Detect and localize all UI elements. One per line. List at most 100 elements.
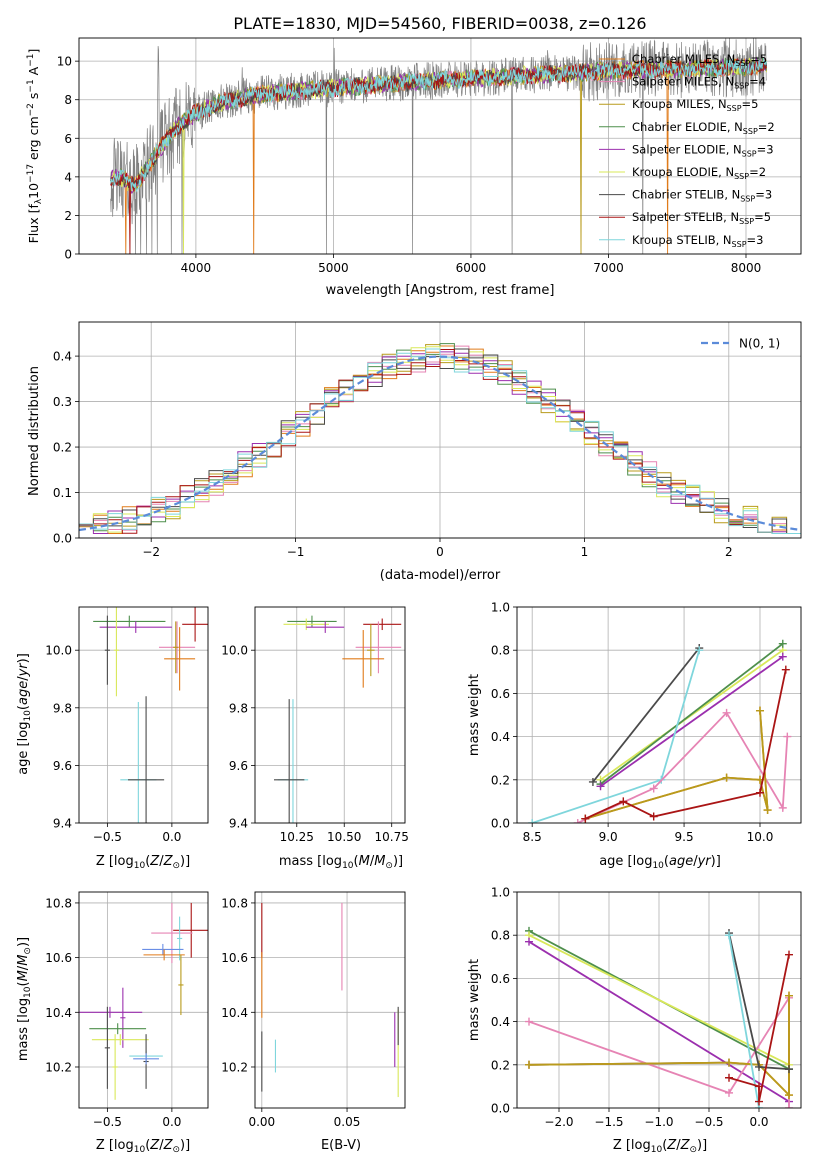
y-tick-label: 1.0	[491, 601, 510, 615]
spectrum-panel: wavelength [Angstrom, rest frame] Flux […	[26, 37, 802, 298]
x-tick-label: 7000	[593, 261, 624, 275]
mass-weight-marker	[588, 777, 597, 786]
y-tick-label: 0	[64, 248, 72, 262]
legend-entry: Salpeter ELODIE, NSSP=3	[632, 142, 774, 158]
x-tick-label: 0.0	[162, 830, 181, 844]
weight-vs-z-plot: −2.0 −1.5 −1.0 −0.5 0.0 0.0 0.2 0.4 0.6 0.8 1.0	[491, 886, 802, 1129]
axes-frame	[516, 606, 802, 824]
axes-frame	[516, 891, 802, 1109]
mass-weight-line	[599, 642, 784, 785]
legend-entry: Kroupa STELIB, NSSP=3	[632, 233, 763, 249]
x-tick-label: 6000	[456, 261, 487, 275]
residual-histogram	[79, 349, 801, 534]
mass-vs-ebv-plot: 0.00 0.05 10.2 10.4 10.6 10.8	[221, 891, 406, 1129]
y-tick-label: 0.6	[491, 972, 510, 986]
x-tick-label: 0.0	[162, 1115, 181, 1129]
mass-weight-marker	[525, 1017, 533, 1026]
plot-area	[273, 615, 402, 823]
y-tick-label: 9.6	[53, 759, 72, 773]
y-tick-label: 10	[57, 55, 72, 69]
legend-entry: Chabrier STELIB, NSSP=3	[632, 188, 772, 204]
error-bar-point	[89, 1023, 147, 1035]
x-tick-label: 10.75	[375, 830, 409, 844]
model-spectrum-line	[110, 58, 768, 190]
mass-weight-marker	[785, 950, 793, 959]
y-tick-label: 0.4	[491, 730, 510, 744]
weight-vs-age-x-label: age [log10(age/yr)]	[599, 854, 721, 871]
y-tick-label: 10.2	[221, 1060, 248, 1074]
weight-vs-z-x-label: Z [log10(Z/Z⊙)]	[613, 1138, 707, 1155]
y-tick-label: 8	[64, 93, 72, 107]
error-bar-point	[143, 949, 185, 961]
plot-area	[528, 639, 792, 823]
age-vs-mass-x-label: mass [log10(M/M⊙)]	[279, 854, 403, 871]
axes-frame	[78, 321, 802, 539]
y-tick-label: 0.2	[491, 1058, 510, 1072]
mass-weight-marker	[725, 931, 733, 940]
y-tick-label: 9.8	[229, 701, 248, 715]
y-tick-label: 9.4	[229, 817, 248, 831]
age-vs-z-plot: −0.5 0.0 9.4 9.6 9.8 10.0	[45, 606, 209, 844]
age-vs-z-panel: Z [log10(Z/Z⊙)] age [log10(age/yr)] −0.5…	[16, 606, 209, 871]
x-tick-label: 8.5	[523, 830, 542, 844]
x-tick-label: 9.5	[675, 830, 694, 844]
residual-plot: −2 −1 0 1 2 0.0 0.1 0.2 0.3 0.4 N(0, 1)	[53, 321, 802, 559]
model-spectrum-line	[110, 58, 768, 193]
mass-weight-marker	[763, 806, 772, 815]
error-bar-point	[128, 696, 165, 823]
error-bar-point	[182, 607, 208, 642]
mass-weight-line	[577, 711, 789, 823]
x-tick-label: 2	[725, 545, 733, 559]
y-tick-label: 0.0	[53, 532, 72, 546]
y-tick-label: 0.0	[491, 817, 510, 831]
mass-weight-marker	[755, 1062, 763, 1071]
plot-area	[261, 902, 399, 1098]
mass-weight-marker	[722, 773, 731, 782]
mass-weight-marker	[785, 1065, 793, 1074]
mass-weight-marker	[785, 1091, 793, 1100]
mass-weight-line	[728, 935, 760, 1108]
error-bar-point	[142, 943, 184, 955]
mass-weight-line	[592, 647, 700, 783]
axes-frame	[78, 606, 209, 824]
error-bar-point	[91, 1034, 149, 1046]
error-bar-point	[177, 916, 183, 961]
mass-weight-line	[728, 954, 790, 1102]
y-tick-label: 10.2	[45, 1060, 72, 1074]
mass-weight-marker	[755, 1097, 763, 1106]
mass-weight-marker	[722, 708, 731, 717]
mass-weight-marker	[725, 1058, 733, 1067]
mass-weight-marker	[785, 991, 793, 1000]
mass-weight-line	[528, 934, 790, 1066]
x-tick-label: −1.0	[644, 1115, 673, 1129]
mass-weight-marker	[778, 652, 787, 661]
x-tick-label: 10.50	[327, 830, 361, 844]
y-tick-label: 0.2	[491, 773, 510, 787]
x-tick-label: 5000	[318, 261, 349, 275]
residual-panel: (data-model)/error Normed distribution −…	[27, 321, 802, 583]
error-bar-point	[113, 607, 119, 697]
model-spectrum-line	[110, 57, 767, 254]
x-tick-label: −1.5	[594, 1115, 623, 1129]
x-tick-label: 8000	[731, 261, 762, 275]
mass-weight-marker	[725, 1088, 733, 1097]
error-bar-point	[173, 621, 179, 674]
axes-frame	[254, 891, 406, 1109]
mass-vs-z-y-label: mass [log10(M/M⊙)]	[16, 937, 33, 1061]
error-bar-point	[151, 902, 193, 964]
legend-entry: Kroupa MILES, NSSP=5	[632, 97, 758, 113]
legend-entry: N(0, 1)	[739, 337, 780, 351]
spectrum-legend: Chabrier MILES, NSSP=5 Salpeter MILES, NS…	[599, 52, 775, 249]
weight-vs-z-y-label: mass weight	[467, 959, 482, 1041]
y-tick-label: 1.0	[491, 886, 510, 900]
error-bar-point	[273, 699, 305, 823]
error-bar-point	[363, 618, 402, 631]
axes-frame	[78, 891, 209, 1109]
mass-vs-ebv-x-label: E(B-V)	[321, 1138, 361, 1153]
y-tick-label: 0.8	[491, 644, 510, 658]
mass-weight-marker	[781, 665, 790, 674]
error-bar-point	[104, 615, 110, 685]
error-bar-point	[287, 615, 337, 628]
x-tick-label: 0.0	[749, 1115, 768, 1129]
axes-frame	[78, 37, 802, 255]
